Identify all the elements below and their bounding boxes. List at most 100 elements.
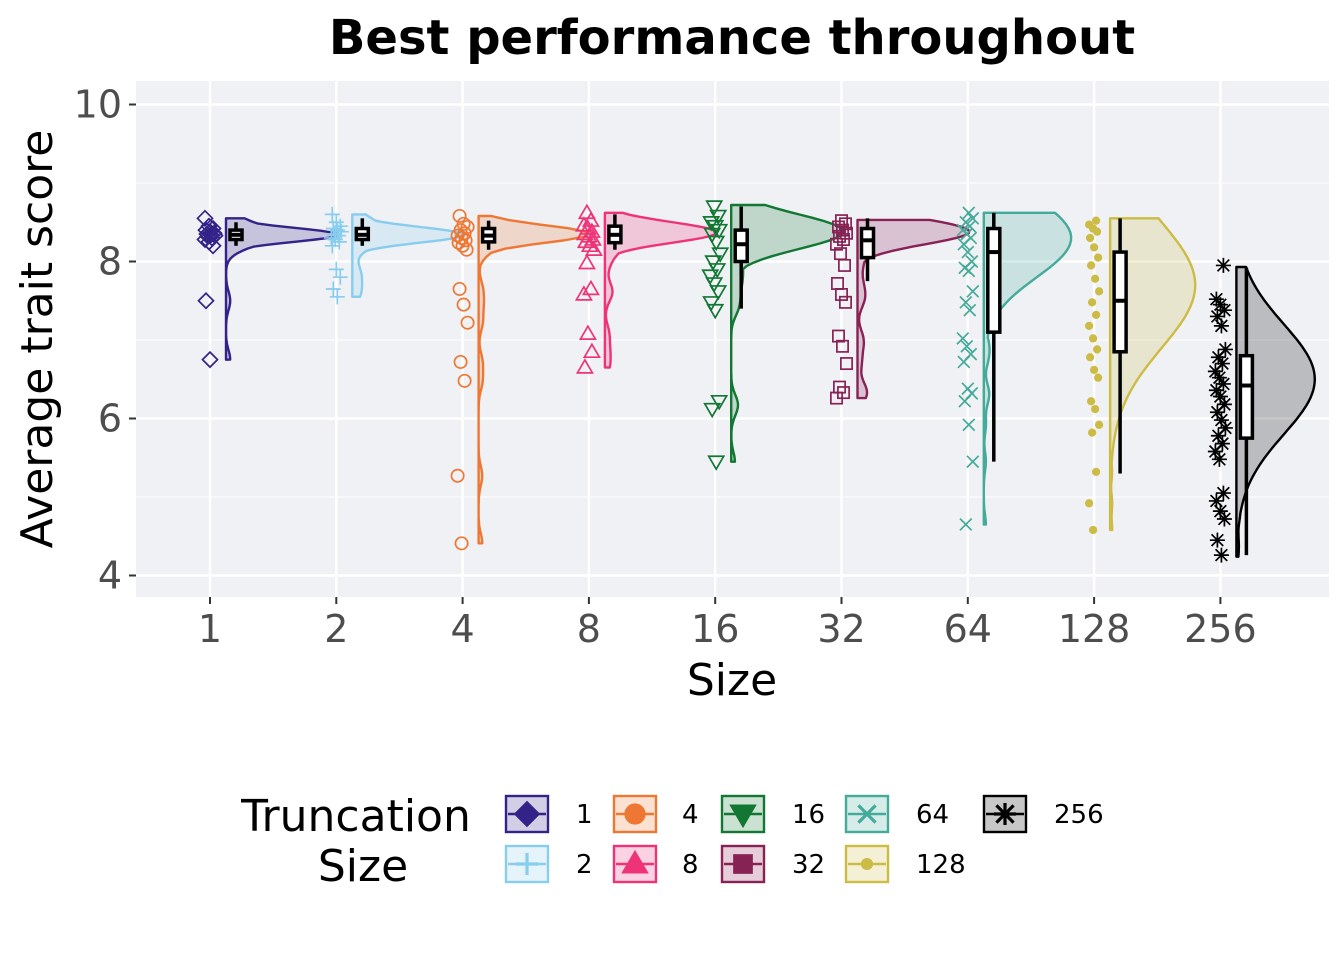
point-8 (584, 240, 603, 256)
point-2 (323, 230, 339, 246)
x-tick-label: 8 (577, 607, 601, 651)
point-256 (1215, 376, 1231, 392)
point-128 (1094, 287, 1104, 296)
point-8 (576, 232, 595, 249)
point-4 (452, 281, 467, 296)
y-tick-label: 4 (98, 554, 122, 598)
group-2 (323, 206, 466, 305)
legend-glyph-8 (621, 849, 649, 874)
legend-label-4: 4 (682, 800, 699, 830)
point-256 (1213, 318, 1229, 334)
point-8 (574, 285, 593, 301)
point-128 (1090, 404, 1100, 414)
point-16 (706, 219, 725, 236)
point-32 (839, 295, 852, 309)
point-16 (707, 235, 726, 252)
point-32 (830, 391, 843, 405)
point-256 (1207, 443, 1223, 459)
legend-glyph-128 (860, 857, 874, 871)
box-32 (859, 226, 876, 260)
point-2 (324, 238, 340, 254)
point-256 (1210, 349, 1226, 365)
point-16 (707, 455, 726, 471)
point-128 (1094, 420, 1104, 429)
point-32 (833, 229, 846, 243)
legend-key-64 (844, 794, 890, 834)
point-32 (837, 233, 850, 246)
point-1 (204, 237, 222, 255)
point-8 (578, 324, 597, 340)
point-128 (1087, 428, 1097, 437)
point-16 (705, 277, 724, 293)
point-64 (966, 284, 980, 298)
group-256 (1207, 257, 1316, 563)
point-128 (1085, 353, 1095, 362)
point-64 (962, 418, 976, 432)
point-64 (957, 237, 971, 251)
point-64 (963, 219, 977, 233)
y-tick-label: 8 (98, 240, 122, 284)
point-1 (196, 230, 214, 249)
point-256 (1217, 420, 1233, 436)
point-16 (704, 255, 723, 271)
point-256 (1212, 389, 1228, 405)
x-axis-title: Size (687, 655, 777, 706)
point-8 (582, 342, 601, 359)
point-256 (1213, 412, 1229, 428)
density-2 (351, 213, 466, 299)
point-4 (450, 468, 465, 483)
point-256 (1212, 503, 1228, 519)
point-8 (575, 224, 594, 241)
point-256 (1211, 370, 1227, 386)
point-256 (1215, 485, 1231, 501)
legend-label-2: 2 (576, 850, 593, 880)
point-2 (324, 206, 340, 222)
point-16 (701, 269, 720, 285)
point-16 (705, 200, 724, 216)
point-64 (963, 303, 977, 317)
point-256 (1217, 341, 1233, 357)
point-1 (201, 350, 219, 369)
y-tick-label: 6 (98, 397, 122, 441)
y-axis-title: Average trait score (12, 130, 63, 549)
point-64 (956, 331, 970, 345)
point-64 (962, 206, 976, 220)
box-64 (986, 226, 1002, 334)
point-2 (332, 269, 348, 285)
point-256 (1216, 396, 1232, 412)
y-tick-label: 10 (74, 83, 122, 127)
point-256 (1208, 382, 1224, 398)
point-16 (702, 296, 721, 312)
point-2 (330, 228, 346, 244)
point-32 (830, 237, 843, 251)
point-32 (832, 329, 845, 343)
point-16 (703, 402, 722, 419)
point-2 (331, 234, 347, 250)
legend-key-4 (612, 794, 658, 834)
legend-key-32 (720, 844, 766, 884)
x-tick-label: 32 (817, 607, 865, 651)
point-128 (1086, 261, 1096, 270)
point-256 (1209, 404, 1225, 420)
point-4 (457, 373, 472, 388)
data-layer (196, 200, 1316, 563)
point-256 (1216, 511, 1232, 527)
point-64 (959, 518, 973, 531)
legend-glyph-32 (733, 854, 753, 874)
legend-key-16 (720, 794, 766, 834)
point-256 (1214, 436, 1230, 452)
point-128 (1086, 397, 1096, 406)
point-16 (709, 285, 728, 301)
density-256 (1235, 265, 1316, 558)
group-1 (196, 209, 339, 369)
point-4 (455, 238, 470, 253)
point-16 (706, 303, 725, 320)
group-128 (1084, 216, 1197, 535)
point-256 (1213, 547, 1229, 563)
point-4 (456, 297, 471, 312)
point-8 (580, 236, 599, 253)
point-128 (1088, 525, 1098, 535)
point-256 (1208, 493, 1224, 509)
x-tick-label: 1 (198, 607, 222, 651)
